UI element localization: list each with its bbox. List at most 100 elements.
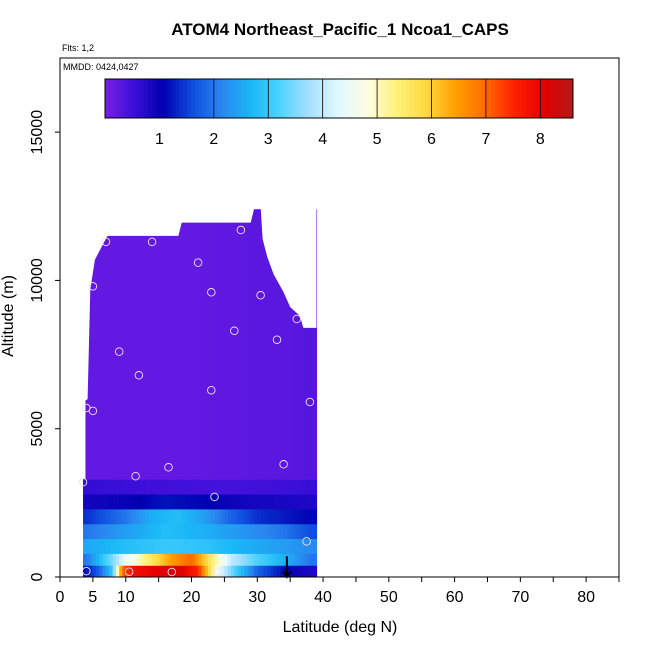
heatmap-cell (309, 479, 314, 495)
heatmap-cell (132, 508, 137, 525)
heatmap-cell (211, 209, 216, 480)
colorbar-segment (190, 79, 196, 118)
heatmap-cell (290, 508, 295, 525)
profile-marker (210, 492, 219, 502)
heatmap-cell (221, 565, 226, 577)
heatmap-cell (263, 493, 268, 510)
heatmap-cell (106, 523, 110, 540)
profile-marker (78, 477, 88, 487)
heatmap-cell (181, 523, 186, 540)
heatmap-cell (283, 209, 288, 480)
colorbar-segment (124, 79, 129, 118)
heatmap-cell (194, 538, 199, 554)
heatmap-cell (240, 493, 245, 510)
heatmap-cell (277, 565, 281, 577)
heatmap-cell (145, 508, 150, 525)
colorbar-segment (183, 79, 188, 118)
heatmap-cell (303, 565, 308, 577)
heatmap-cell (138, 479, 143, 495)
heatmap-cell (165, 493, 170, 510)
profile-marker (213, 567, 223, 576)
heatmap-cell (184, 209, 189, 480)
x-tick-label: 60 (446, 589, 464, 606)
colorbar-segment (257, 79, 262, 118)
heatmap-cell (184, 553, 189, 566)
heatmap-cell (247, 523, 252, 540)
heatmap-cell (290, 553, 295, 566)
heatmap-cell (234, 508, 239, 525)
heatmap-cell (92, 493, 97, 510)
heatmap-cell (178, 479, 183, 495)
heatmap-cell (145, 493, 150, 510)
heatmap-cell (257, 565, 262, 577)
heatmap-cell (138, 523, 143, 540)
profile-marker (124, 567, 134, 576)
heatmap-cell (309, 508, 314, 525)
heatmap-cell (112, 553, 117, 566)
colorbar-segment (327, 79, 332, 118)
heatmap-cell (99, 538, 104, 554)
colorbar-segment (268, 79, 274, 118)
colorbar-segment (522, 79, 527, 118)
heatmap-cell (122, 209, 127, 480)
heatmap-cell (92, 209, 97, 480)
heatmap-cell (293, 479, 298, 495)
colorbar-segment (311, 79, 317, 118)
heatmap-cell (106, 508, 110, 525)
colorbar-segment (475, 79, 480, 118)
heatmap-cell (263, 508, 268, 525)
heatmap-cell (240, 565, 245, 577)
colorbar-segment (467, 79, 473, 118)
heatmap-cell (221, 508, 226, 525)
heatmap-cell (142, 508, 147, 525)
heatmap-cell (211, 493, 216, 510)
heatmap-cell (283, 553, 288, 566)
heatmap-cell (201, 209, 206, 480)
colorbar-segment (296, 79, 301, 118)
heatmap-cell (204, 538, 209, 554)
heatmap-cell (234, 479, 239, 495)
heatmap-cell (198, 209, 202, 480)
heatmap-cell (230, 493, 235, 510)
heatmap-cell (313, 508, 318, 525)
heatmap-cell (171, 479, 176, 495)
heatmap-cell (313, 479, 318, 495)
heatmap-cell (214, 565, 219, 577)
heatmap-cell (181, 565, 186, 577)
heatmap-cell (244, 209, 249, 480)
heatmap-cell (138, 553, 143, 566)
colorbar-segment (510, 79, 515, 118)
colorbar-segment (241, 79, 246, 118)
heatmap-cell (260, 553, 265, 566)
heatmap-cell (132, 523, 137, 540)
heatmap-cell (254, 479, 258, 495)
heatmap-cell (155, 479, 160, 495)
colorbar-segment (483, 79, 488, 118)
heatmap-cell (86, 493, 91, 510)
heatmap-cell (109, 493, 114, 510)
heatmap-cell (227, 479, 232, 495)
heatmap-cell (194, 493, 199, 510)
heatmap-cell (96, 538, 101, 554)
heatmap-cell (267, 479, 272, 495)
colorbar-segment (159, 79, 164, 118)
heatmap-cell (207, 508, 212, 525)
heatmap-cell (247, 493, 252, 510)
heatmap-cell (303, 538, 308, 554)
heatmap-cell (83, 508, 87, 525)
heatmap-cell (152, 493, 156, 510)
heatmap-cell (148, 523, 153, 540)
heatmap-cell (171, 538, 176, 554)
heatmap-cell (194, 479, 199, 495)
heatmap-cell (92, 538, 97, 554)
heatmap-cell (273, 493, 278, 510)
colorbar-segment (417, 79, 422, 118)
heatmap-cell (204, 479, 209, 495)
heatmap-cell (306, 493, 311, 510)
heatmap-cell (230, 538, 235, 554)
heatmap-cell (211, 565, 216, 577)
heatmap-cell (89, 209, 94, 480)
heatmap-cell (148, 553, 153, 566)
heatmap-cell (198, 479, 202, 495)
colorbar-segment (553, 79, 558, 118)
